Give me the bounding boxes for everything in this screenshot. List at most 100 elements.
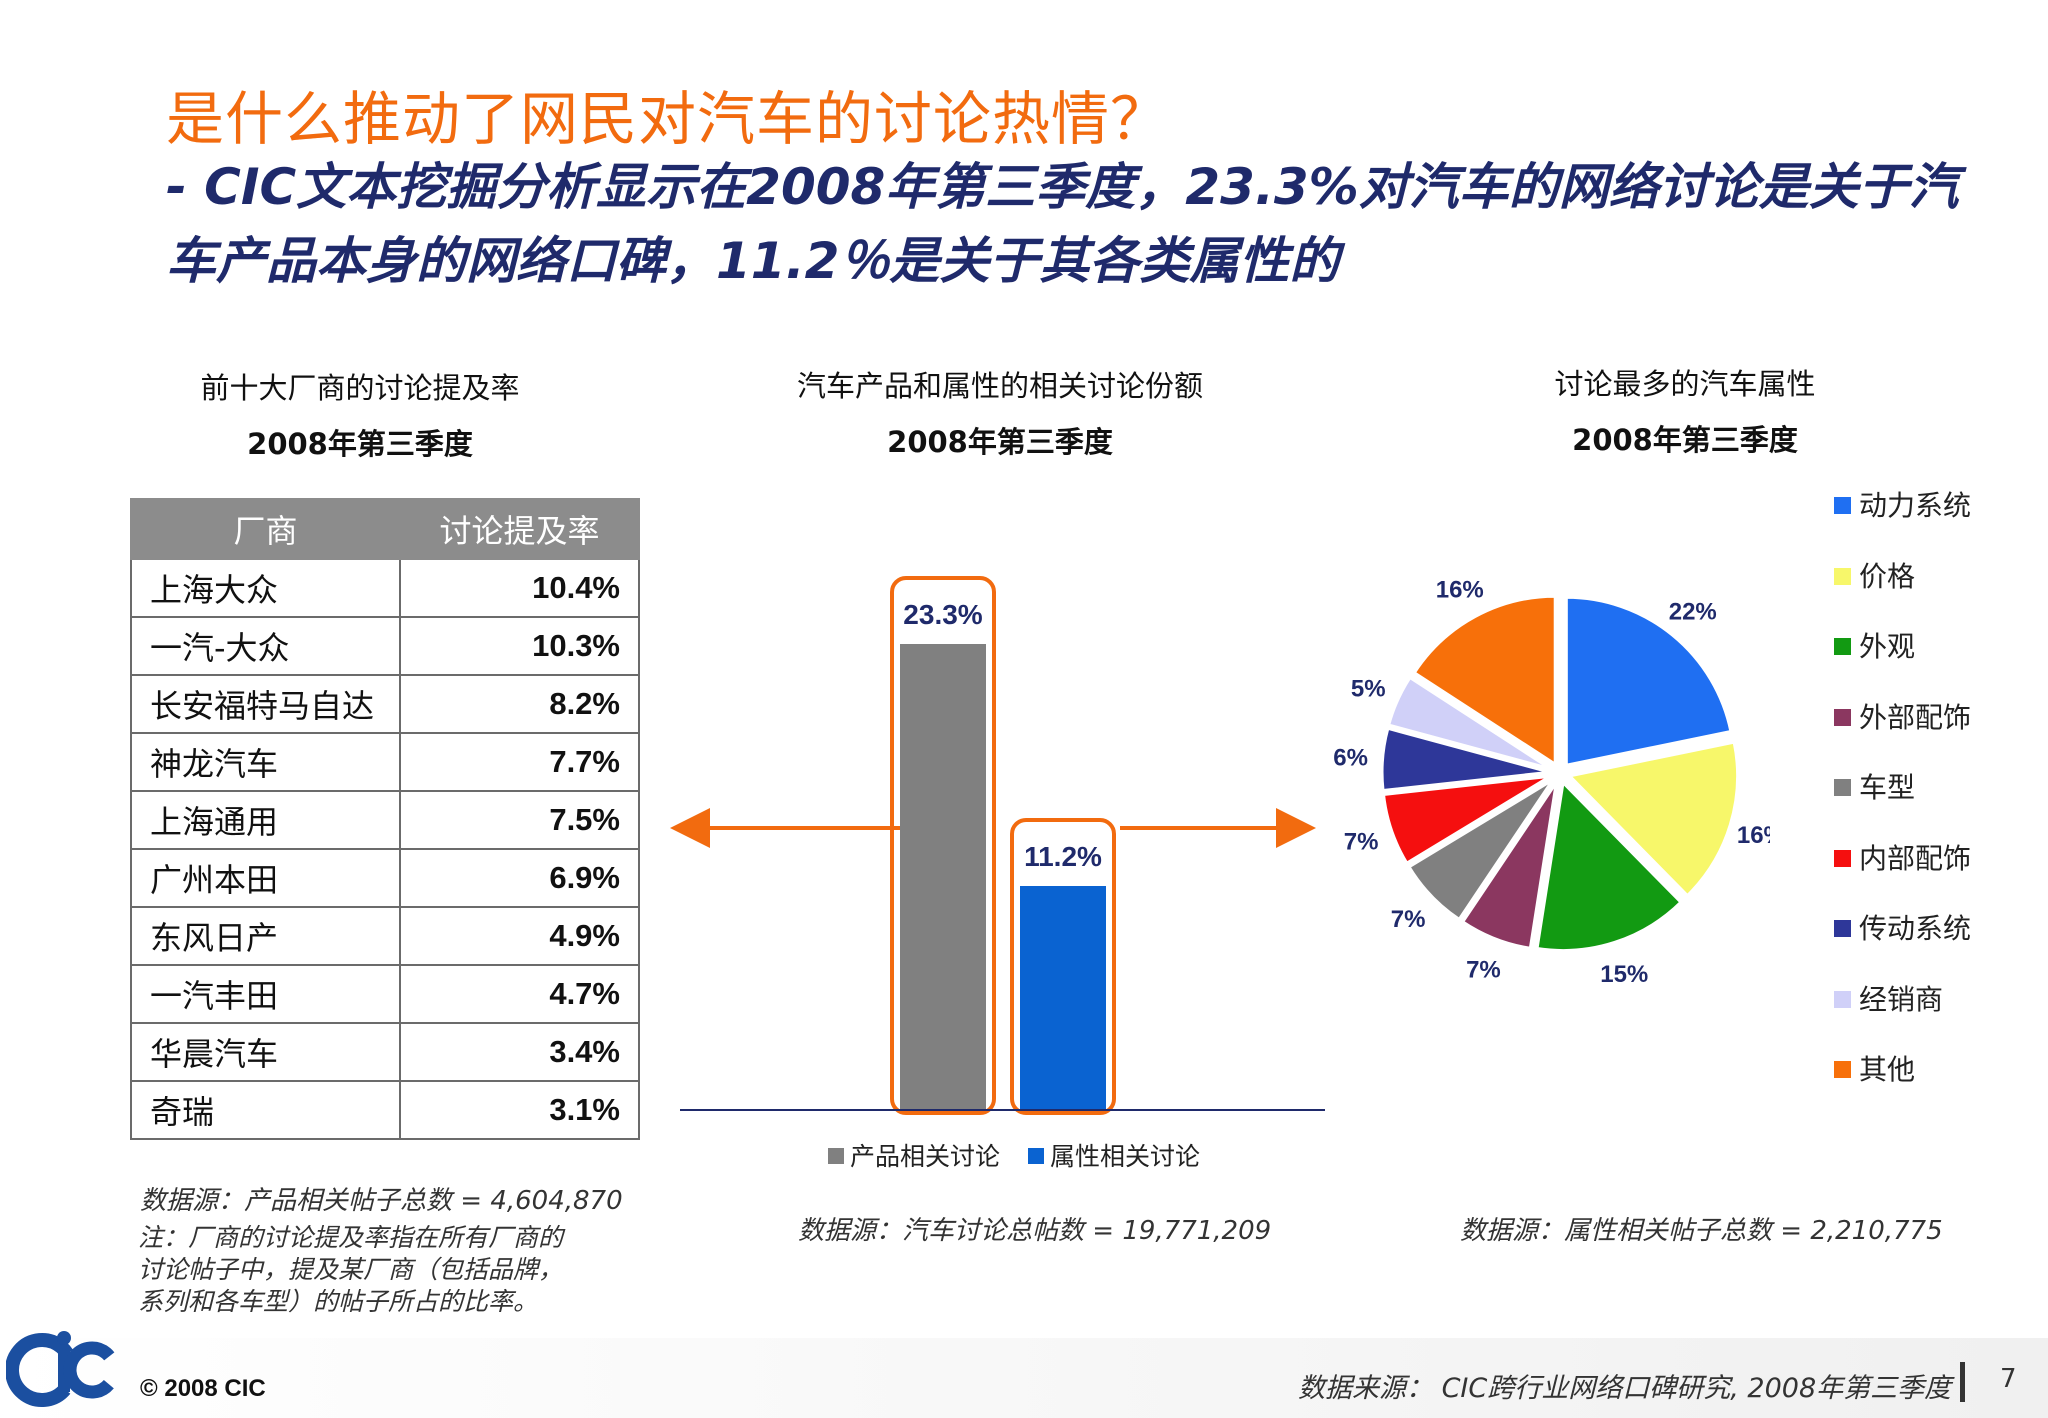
middle-caption-period: 2008年第三季度 — [887, 425, 1113, 459]
pie-slice — [1535, 779, 1684, 952]
manufacturer-cell: 奇瑞 — [130, 1080, 401, 1140]
table-row: 上海大众 10.4% — [130, 558, 640, 618]
footer-source: 数据来源： CIC跨行业网络口碑研究, 2008年第三季度 — [1298, 1373, 1952, 1404]
pie-slice-label: 7% — [1466, 957, 1501, 984]
legend-swatch — [1834, 920, 1851, 937]
bar-product — [900, 644, 986, 1110]
manufacturer-cell: 上海通用 — [130, 790, 401, 850]
manufacturer-cell: 长安福特马自达 — [130, 674, 401, 734]
rate-cell: 4.7% — [399, 964, 640, 1024]
rate-cell: 10.4% — [399, 558, 640, 618]
legend-item: 动力系统 — [1834, 484, 1971, 524]
legend-swatch — [1834, 1061, 1851, 1078]
pie-slice-label: 7% — [1344, 828, 1379, 855]
rate-cell: 10.3% — [399, 616, 640, 676]
legend-swatch — [1834, 708, 1851, 726]
rate-cell: 6.9% — [399, 848, 640, 908]
rate-cell: 8.2% — [399, 674, 640, 734]
bar-highlight-box — [890, 576, 996, 1115]
legend-item: 车型 — [1834, 766, 1915, 806]
pie-slice — [1381, 774, 1552, 866]
note-line: 注：厂商的讨论提及率指在所有厂商的 — [138, 1223, 564, 1252]
pie-slice — [1564, 595, 1733, 768]
legend-swatch — [828, 1148, 844, 1164]
bar-attribute — [1020, 886, 1106, 1110]
manufacturer-cell: 华晨汽车 — [130, 1022, 401, 1082]
legend-swatch — [1028, 1148, 1044, 1164]
pie-slice — [1460, 781, 1558, 950]
cic-logo — [6, 1331, 121, 1407]
copyright: © 2008 CIC — [140, 1375, 266, 1402]
legend-swatch — [1834, 638, 1851, 655]
pie-slice — [1566, 740, 1740, 898]
middle-caption: 汽车产品和属性的相关讨论份额 2008年第三季度 — [700, 358, 1300, 470]
footer-bar — [0, 1338, 2048, 1418]
rate-cell: 7.5% — [399, 790, 640, 850]
right-caption-title: 讨论最多的汽车属性 — [1554, 367, 1816, 401]
left-caption-period: 2008年第三季度 — [247, 427, 473, 461]
left-note: 注：厂商的讨论提及率指在所有厂商的 讨论帖子中，提及某厂商（包括品牌， 系列和各… — [138, 1222, 563, 1318]
legend-label: 其他 — [1859, 1053, 1916, 1086]
table-row: 长安福特马自达 8.2% — [130, 674, 640, 734]
legend-label: 车型 — [1859, 771, 1916, 804]
left-caption: 前十大厂商的讨论提及率 2008年第三季度 — [130, 360, 590, 472]
legend-item: 传动系统 — [1834, 907, 1971, 947]
pie-slice — [1380, 726, 1551, 793]
footer-divider — [1960, 1362, 1965, 1402]
pie-slice — [1412, 594, 1557, 767]
legend-item: 外观 — [1834, 625, 1915, 665]
bar-highlight-box — [1010, 818, 1116, 1115]
header-manufacturer: 厂商 — [130, 498, 401, 560]
rate-cell: 4.9% — [399, 906, 640, 966]
pie-slice — [1406, 778, 1555, 922]
manufacturer-cell: 广州本田 — [130, 848, 401, 908]
table-row: 广州本田 6.9% — [130, 848, 640, 908]
pie-chart: 22% 16% 15% 7% 7% 7% 6% 5% 16% — [1333, 576, 1770, 988]
rate-cell: 3.1% — [399, 1080, 640, 1140]
manufacturer-table: 厂商 讨论提及率 上海大众 10.4% 一汽-大众 10.3% 长安福特马自达 8.2… — [130, 498, 640, 1140]
bar-value-label: 11.2% — [1024, 841, 1102, 872]
header-mention-rate: 讨论提及率 — [399, 498, 640, 560]
middle-source: 数据源：汽车讨论总帖数 = 19,771,209 — [798, 1216, 1272, 1246]
table-row: 奇瑞 3.1% — [130, 1080, 640, 1140]
manufacturer-cell: 一汽丰田 — [130, 964, 401, 1024]
left-source: 数据源：产品相关帖子总数 = 4,604,870 — [140, 1186, 623, 1216]
legend-swatch — [1834, 990, 1851, 1008]
pie-slice-label: 15% — [1600, 961, 1648, 988]
legend-label: 价格 — [1859, 559, 1916, 593]
bar-value-label: 23.3% — [903, 599, 982, 630]
rate-cell: 7.7% — [399, 732, 640, 792]
legend-label: 内部配饰 — [1859, 841, 1972, 875]
legend-label: 外观 — [1859, 630, 1916, 663]
pie-slice-label: 22% — [1669, 598, 1717, 625]
legend-item: 其他 — [1834, 1048, 1915, 1088]
table-row: 神龙汽车 7.7% — [130, 732, 640, 792]
page-number: 7 — [2000, 1364, 2017, 1394]
right-source: 数据源：属性相关帖子总数 = 2,210,775 — [1460, 1216, 1943, 1246]
page-subtitle: - CIC文本挖掘分析显示在2008年第三季度，23.3%对汽车的网络讨论是关于… — [166, 158, 1959, 290]
legend-label: 传动系统 — [1859, 912, 1972, 945]
table-row: 东风日产 4.9% — [130, 906, 640, 966]
right-caption: 讨论最多的汽车属性 2008年第三季度 — [1420, 356, 1950, 468]
pie-slice-label: 5% — [1351, 675, 1386, 702]
pie-slice — [1386, 675, 1552, 771]
pie-slice-label: 7% — [1391, 906, 1426, 933]
right-caption-period: 2008年第三季度 — [1572, 423, 1798, 457]
legend-item: 外部配饰 — [1834, 696, 1971, 736]
middle-caption-title: 汽车产品和属性的相关讨论份额 — [796, 369, 1203, 403]
page-title: 是什么推动了网民对汽车的讨论热情？ — [166, 85, 1170, 153]
legend-label: 外部配饰 — [1859, 700, 1972, 734]
table-header-row: 厂商 讨论提及率 — [130, 498, 640, 560]
pie-slice-label: 16% — [1737, 822, 1770, 849]
manufacturer-cell: 一汽-大众 — [130, 616, 401, 676]
note-line: 讨论帖子中，提及某厂商（包括品牌， — [138, 1255, 564, 1284]
legend-item: 价格 — [1834, 555, 1915, 595]
legend-label: 经销商 — [1859, 982, 1944, 1016]
left-caption-title: 前十大厂商的讨论提及率 — [200, 371, 520, 405]
legend-label: 属性相关讨论 — [1050, 1142, 1200, 1171]
table-row: 上海通用 7.5% — [130, 790, 640, 850]
legend-swatch — [1834, 849, 1851, 867]
note-line: 系列和各车型）的帖子所占的比率。 — [138, 1287, 539, 1316]
table-row: 一汽-大众 10.3% — [130, 616, 640, 676]
manufacturer-cell: 东风日产 — [130, 906, 401, 966]
